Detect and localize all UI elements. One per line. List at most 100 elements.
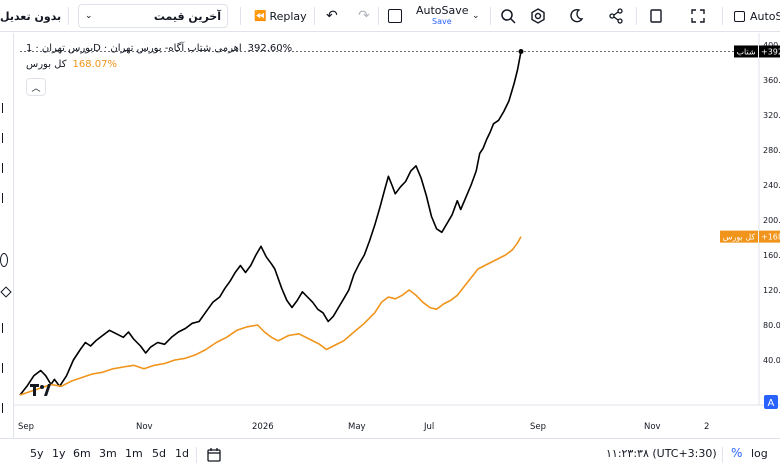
auto-scale-button[interactable] — [764, 395, 778, 409]
x-tick-label: Nov — [136, 422, 153, 432]
price-tags: شتاب +392 کل بورس +168 — [20, 45, 780, 243]
autosave-sub-label: Save — [432, 17, 452, 26]
autosave-dropdown[interactable]: ⌄ — [472, 0, 480, 32]
toolbar-divider — [722, 447, 723, 463]
price-type-select[interactable]: ⌄ آخرین قیمت — [78, 4, 228, 28]
y-tick-label: 120.00% — [763, 286, 780, 295]
y-tick-label: 240.00% — [763, 181, 780, 190]
x-tick-label: 2026 — [252, 422, 274, 432]
y-tick-label: 80.00% — [763, 321, 780, 330]
chart-area[interactable]: 40.00% 80.00% 120.00% 160.00% 200.00% 240.00%… — [14, 33, 780, 438]
rewind-icon: ⏪ — [254, 10, 267, 22]
x-axis[interactable]: Sep Nov 2026 May Jul Sep Nov 2 — [14, 404, 780, 432]
document-icon — [650, 9, 662, 23]
replay-button[interactable]: ⏪ Replay — [254, 0, 307, 32]
log-scale-toggle[interactable]: log — [751, 447, 768, 460]
drawing-tool-icon[interactable] — [2, 403, 10, 413]
fullscreen-button[interactable] — [690, 0, 706, 32]
y-tick-label: 360.00% — [763, 76, 780, 85]
autosave-button[interactable]: AutoSave Save — [416, 0, 469, 32]
compare-series-line[interactable] — [19, 236, 522, 396]
drawing-tool-icon[interactable] — [2, 193, 10, 203]
toolbar-divider — [196, 447, 197, 463]
drawing-tool-icon[interactable] — [2, 133, 10, 143]
quick-search-button[interactable] — [500, 0, 516, 32]
percent-scale-toggle[interactable]: % — [731, 446, 743, 460]
price-type-label: آخرین قیمت — [153, 9, 221, 23]
compare-series-title: کل بورس — [26, 58, 67, 70]
y-axis[interactable]: 40.00% 80.00% 120.00% 160.00% 200.00% 240.00%… — [758, 33, 780, 405]
autosave-right-label: AutoSave — [750, 9, 780, 23]
toolbar-divider — [378, 7, 379, 25]
y-tick-label: 280.00% — [763, 146, 780, 155]
gear-icon — [531, 8, 545, 24]
range-button-5d[interactable]: 5d — [152, 447, 166, 460]
autosave-label: AutoSave — [416, 4, 469, 17]
undo-button[interactable]: ↶ — [326, 0, 338, 32]
y-tick-label: 200.00% — [763, 216, 780, 225]
settings-button[interactable] — [530, 0, 546, 32]
main-series-value-tag-text: +392 — [761, 47, 780, 56]
main-series-title: بورس تهران · 1D · اهرمی شتاب آگاه- بورس … — [26, 42, 242, 54]
range-button-1y[interactable]: 1y — [52, 447, 66, 460]
drawing-tool-icon[interactable] — [0, 253, 8, 267]
x-tick-label: May — [348, 422, 366, 432]
toolbar-divider — [490, 7, 491, 25]
range-button-6m[interactable]: 6m — [73, 447, 91, 460]
x-tick-label: 2 — [704, 422, 709, 432]
toolbar-divider — [722, 7, 723, 25]
drawing-tool-icon[interactable] — [2, 323, 10, 333]
replay-label: Replay — [269, 9, 307, 23]
toolbar-divider — [68, 7, 69, 25]
range-button-1d[interactable]: 1d — [175, 447, 189, 460]
left-drawing-toolbar — [0, 33, 14, 438]
chevron-up-icon: ︿ — [31, 83, 41, 94]
tradingview-logo-icon — [30, 383, 52, 399]
date-range-button[interactable] — [206, 447, 222, 467]
range-button-5y[interactable]: 5y — [30, 447, 44, 460]
compare-series-value-tag — [759, 230, 780, 243]
moon-icon — [570, 8, 584, 23]
share-button[interactable] — [608, 0, 624, 32]
share-icon — [609, 8, 623, 24]
x-tick-label: Sep — [530, 422, 546, 432]
drawing-tool-icon[interactable] — [2, 103, 10, 113]
price-chart[interactable]: 40.00% 80.00% 120.00% 160.00% 200.00% 240.00%… — [14, 33, 780, 438]
top-toolbar: بدون تعدیل ⌄ آخرین قیمت ⏪ Replay ↶ ↷ Aut… — [0, 0, 780, 32]
y-tick-label: 160.00% — [763, 251, 780, 260]
legend-collapse-button[interactable]: ︿ — [26, 78, 46, 96]
compare-series-value: 168.07% — [72, 58, 118, 70]
chevron-down-icon: ⌄ — [472, 11, 480, 21]
main-series-legend[interactable]: بورس تهران · 1D · اهرمی شتاب آگاه- بورس … — [26, 40, 292, 56]
autosave-checkbox[interactable]: AutoSave — [734, 0, 780, 32]
fullscreen-icon — [691, 9, 705, 23]
drawing-tool-icon[interactable] — [2, 163, 10, 173]
compare-series-value-tag-text: +168 — [761, 233, 780, 242]
checkbox-icon — [734, 10, 745, 22]
adjustment-label: بدون تعدیل — [0, 9, 62, 23]
compare-series-name-tag — [720, 230, 758, 243]
theme-toggle-button[interactable] — [568, 0, 584, 32]
save-layout-button[interactable] — [648, 0, 664, 32]
drawing-tool-icon[interactable] — [2, 363, 10, 373]
compare-series-name-tag-text: کل بورس — [723, 233, 756, 242]
drawing-tool-icon[interactable] — [0, 286, 12, 298]
layout-button[interactable] — [388, 0, 402, 32]
main-series-line[interactable] — [19, 51, 522, 396]
series-layer — [19, 48, 524, 396]
bottom-toolbar: 5y 1y 6m 3m 1m 5d 1d ۱۱:۲۳:۳۸ (UTC+3:30)… — [0, 438, 780, 470]
redo-button[interactable]: ↷ — [358, 0, 370, 32]
toolbar-divider — [240, 7, 241, 25]
toolbar-divider — [314, 7, 315, 25]
compare-series-legend[interactable]: کل بورس 168.07% — [26, 56, 292, 72]
range-button-3m[interactable]: 3m — [99, 447, 117, 460]
main-series-value: 392.60% — [247, 42, 293, 54]
zoom-search-icon — [501, 9, 516, 24]
adjustment-dropdown[interactable]: بدون تعدیل — [0, 0, 61, 32]
range-button-1m[interactable]: 1m — [125, 447, 143, 460]
calendar-icon — [207, 448, 221, 462]
chart-legend: بورس تهران · 1D · اهرمی شتاب آگاه- بورس … — [26, 40, 292, 72]
clock-timezone[interactable]: ۱۱:۲۳:۳۸ (UTC+3:30) — [606, 447, 717, 460]
undo-icon: ↶ — [326, 8, 338, 24]
x-tick-label: Sep — [18, 422, 34, 432]
